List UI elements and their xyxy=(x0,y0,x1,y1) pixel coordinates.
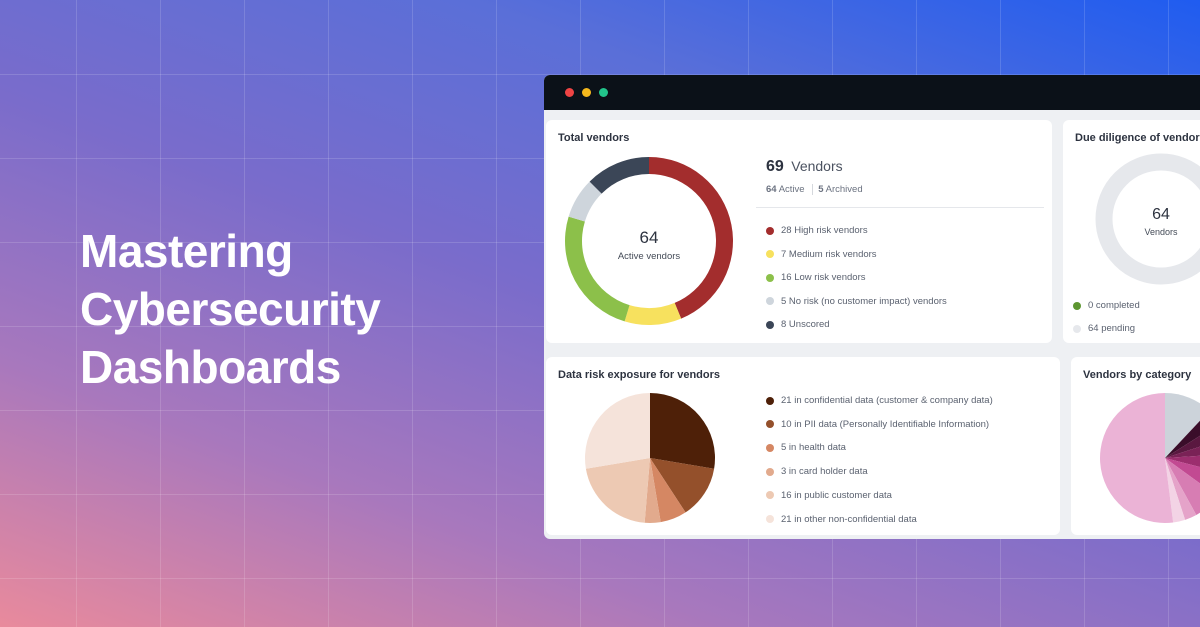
card-title: Total vendors xyxy=(558,132,630,144)
pie-slice[interactable] xyxy=(1165,458,1200,515)
donut-segment[interactable] xyxy=(624,302,682,325)
card-title: Vendors by category xyxy=(1083,369,1192,381)
active-archived: 64 Active 5 Archived xyxy=(766,184,863,195)
legend-swatch xyxy=(766,273,774,282)
pie-slice[interactable] xyxy=(1165,393,1200,458)
card-title: Due diligence of vendors xyxy=(1075,132,1200,144)
pie-slice[interactable] xyxy=(644,458,661,523)
legend-item: 16 Low risk vendors xyxy=(766,272,865,283)
legend-item: 7 Medium risk vendors xyxy=(766,249,877,260)
donut-segment[interactable] xyxy=(589,157,649,194)
legend-item: 21 in other non-confidential data xyxy=(766,514,917,525)
vendor-total: 69 Vendors xyxy=(766,158,843,176)
due-diligence-card: Due diligence of vendors 64 Vendors 0 co… xyxy=(1063,120,1200,343)
legend-item: 3 in card holder data xyxy=(766,466,868,477)
donut-segment[interactable] xyxy=(649,157,733,319)
legend-swatch xyxy=(766,515,774,523)
data-risk-pie xyxy=(585,393,715,523)
data-risk-card: Data risk exposure for vendors 21 in con… xyxy=(546,357,1060,535)
active-label: Active xyxy=(778,184,805,195)
legend-item: 28 High risk vendors xyxy=(766,225,868,236)
legend-label: 16 in public customer data xyxy=(781,489,892,501)
legend-swatch xyxy=(766,396,774,405)
legend-swatch xyxy=(766,250,774,258)
pie-slice[interactable] xyxy=(650,458,715,513)
donut-segment[interactable] xyxy=(565,216,630,322)
legend-label: 28 High risk vendors xyxy=(781,225,868,236)
legend-swatch xyxy=(766,443,774,452)
headline-line: Cybersecurity xyxy=(80,283,381,335)
vendors-by-category-pie xyxy=(1100,393,1200,523)
archived-count: 5 xyxy=(818,184,824,195)
legend-label: 8 Unscored xyxy=(781,319,830,330)
legend-swatch xyxy=(766,226,774,235)
pie-slice[interactable] xyxy=(650,393,715,469)
pie-slice[interactable] xyxy=(1100,393,1174,523)
headline-line: Mastering xyxy=(80,225,293,277)
pie-slice[interactable] xyxy=(1165,411,1200,458)
legend-item: 5 No risk (no customer impact) vendors xyxy=(766,296,947,307)
legend-item: 16 in public customer data xyxy=(766,490,892,501)
maximize-button[interactable] xyxy=(599,88,608,97)
legend-label: 16 Low risk vendors xyxy=(781,272,866,283)
center-value: 64 xyxy=(639,228,659,247)
center-value: 64 xyxy=(1152,206,1170,223)
legend-item: 0 completed xyxy=(1073,300,1140,311)
legend-swatch xyxy=(1073,324,1081,333)
center-label: Active vendors xyxy=(617,251,681,262)
donut-segment[interactable] xyxy=(568,181,602,222)
legend-swatch xyxy=(766,420,774,429)
legend-label: 5 No risk (no customer impact) vendors xyxy=(781,295,947,307)
legend-label: 64 pending xyxy=(1088,323,1136,334)
headline-line: Dashboards xyxy=(80,341,341,393)
pie-slice[interactable] xyxy=(1165,454,1200,474)
card-title: Data risk exposure for vendors xyxy=(558,369,721,381)
legend-swatch xyxy=(766,467,774,476)
due-diligence-donut xyxy=(1095,153,1200,285)
legend-label: 10 in PII data (Personally Identifiable … xyxy=(781,418,990,430)
legend-swatch xyxy=(766,491,774,500)
total-label: Vendors xyxy=(791,158,843,174)
dashboard-window: Total vendors 64 Active vendors 69 Vendo… xyxy=(544,75,1200,539)
close-button[interactable] xyxy=(565,88,574,97)
total-vendors-card: Total vendors 64 Active vendors 69 Vendo… xyxy=(546,120,1052,343)
pie-slice[interactable] xyxy=(1165,423,1200,458)
archived-label: Archived xyxy=(825,184,863,195)
legend-item: 8 Unscored xyxy=(766,319,830,330)
legend-item: 64 pending xyxy=(1073,323,1135,334)
vendors-by-category-card: Vendors by category xyxy=(1071,357,1200,535)
window-titlebar xyxy=(544,75,1200,110)
pie-slice[interactable] xyxy=(1165,458,1186,523)
headline: Mastering Cybersecurity Dashboards xyxy=(80,222,381,396)
active-count: 64 xyxy=(766,184,777,195)
legend-swatch xyxy=(1073,301,1081,310)
divider xyxy=(756,207,1044,208)
legend-item: 5 in health data xyxy=(766,442,846,453)
legend-label: 5 in health data xyxy=(781,442,846,454)
legend-swatch xyxy=(766,320,774,329)
legend-label: 7 Medium risk vendors xyxy=(781,248,877,260)
donut-center: 64 Active vendors xyxy=(559,228,739,262)
pie-slice[interactable] xyxy=(585,458,650,523)
center-label: Vendors xyxy=(1144,227,1178,237)
legend-item: 10 in PII data (Personally Identifiable … xyxy=(766,419,989,430)
legend-label: 3 in card holder data xyxy=(781,466,868,478)
legend-swatch xyxy=(766,297,774,305)
minimize-button[interactable] xyxy=(582,88,591,97)
legend-label: 21 in confidential data (customer & comp… xyxy=(781,395,993,406)
total-number: 69 xyxy=(766,158,784,175)
pie-slice[interactable] xyxy=(585,393,650,469)
total-vendors-donut xyxy=(565,157,733,325)
legend-item: 21 in confidential data (customer & comp… xyxy=(766,395,993,406)
donut-center: 64 Vendors xyxy=(1111,206,1200,237)
pie-slice[interactable] xyxy=(1165,458,1197,520)
legend-label: 0 completed xyxy=(1088,300,1140,311)
pie-slice[interactable] xyxy=(650,458,686,523)
pie-slice[interactable] xyxy=(1165,438,1200,458)
legend-label: 21 in other non-confidential data xyxy=(781,513,917,525)
